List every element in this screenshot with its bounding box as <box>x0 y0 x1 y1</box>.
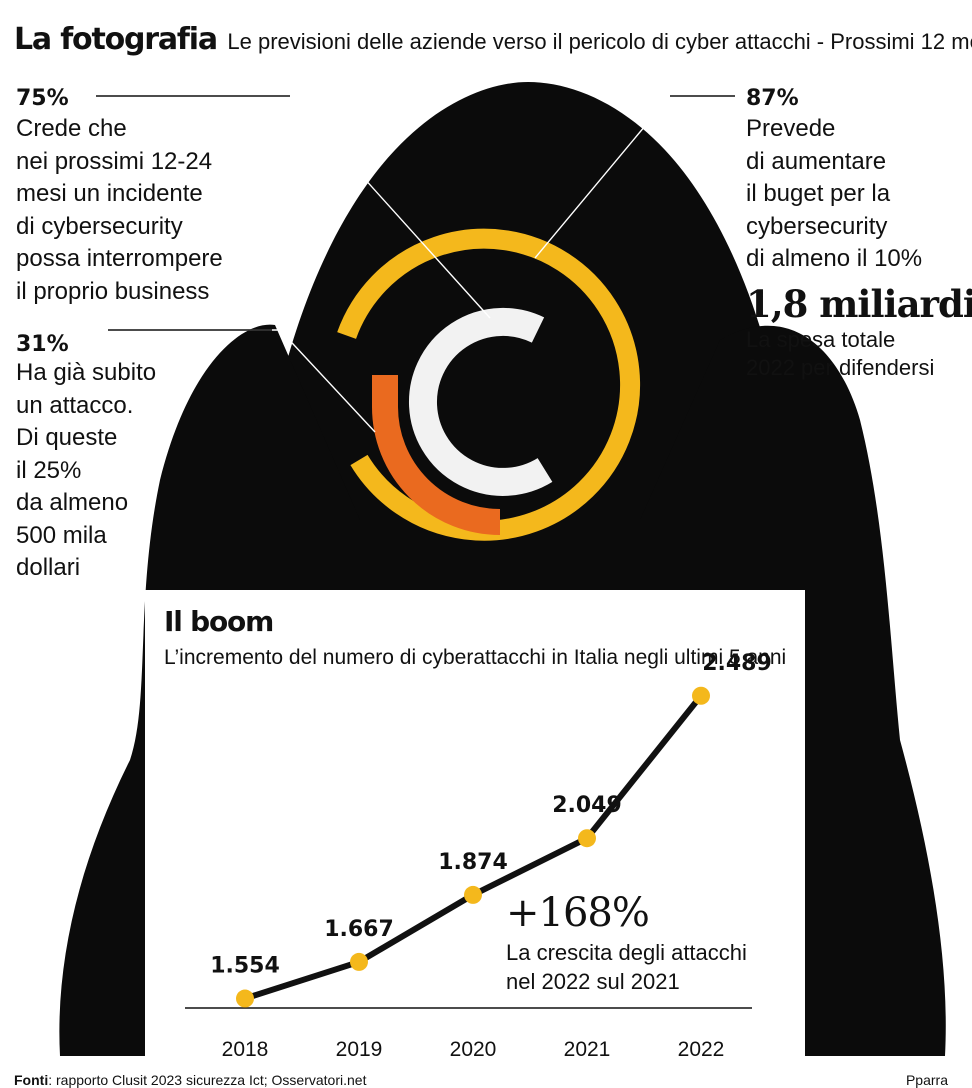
x-tick-label: 2018 <box>222 1038 269 1061</box>
stat-87-line: di almeno il 10% <box>746 245 923 272</box>
data-label: 1.554 <box>210 954 280 979</box>
data-label: 2.049 <box>552 793 622 818</box>
stat-75-line: il proprio business <box>16 277 210 305</box>
boom-subtitle: L’incremento del numero di cyberattacchi… <box>164 646 787 669</box>
source-text: : rapporto Clusit 2023 sicurezza Ict; Os… <box>48 1072 367 1088</box>
page-header: La fotografia Le previsioni delle aziend… <box>14 22 972 57</box>
stat-31-line: un attacco. <box>16 391 134 419</box>
ring-yellow-outer <box>337 228 641 541</box>
page-subtitle: Le previsioni delle aziende verso il per… <box>227 29 972 54</box>
stat-87-line: Prevede <box>746 115 836 142</box>
data-label: 2.489 <box>702 651 772 676</box>
laptop-screen <box>145 590 805 1060</box>
stat-31-line: 500 mila <box>16 521 107 549</box>
spend-line: La spesa totale <box>746 327 896 352</box>
stat-31-line: da almeno <box>16 489 129 516</box>
stat-75: 75% Crede che nei prossimi 12-24 mesi un… <box>16 86 223 308</box>
stat-31-line: dollari <box>16 554 81 581</box>
stat-75-line: mesi un incidente <box>16 180 203 207</box>
stat-31-line: Di queste <box>16 424 118 451</box>
x-tick-label: 2019 <box>336 1038 383 1061</box>
spend-text: La spesa totale 2022 per difendersi <box>746 326 972 382</box>
stat-31-value: 31% <box>16 332 69 357</box>
stat-75-value: 75% <box>16 86 69 111</box>
source-label: Fonti <box>14 1072 49 1088</box>
data-label: 1.874 <box>438 850 508 875</box>
cyber-logo <box>337 228 641 541</box>
stat-spend: 1,8 miliardi La spesa totale 2022 per di… <box>746 282 972 382</box>
ring-orange <box>372 375 501 535</box>
growth-line: nel 2022 sul 2021 <box>506 969 680 994</box>
stat-31-text: Ha già subito un attacco. Di queste il 2… <box>16 357 156 585</box>
stat-31-line: Ha già subito <box>16 359 157 386</box>
stat-87-line: cybersecurity <box>746 212 888 240</box>
x-tick-label: 2021 <box>564 1038 611 1061</box>
growth-line: La crescita degli attacchi <box>506 940 747 965</box>
leader-stubs <box>96 95 735 331</box>
footer-credit: Pparra <box>905 1072 948 1088</box>
x-tick-label: 2022 <box>678 1038 725 1061</box>
stat-87-line: il buget per la <box>746 180 891 207</box>
stat-87-value: 87% <box>746 86 799 111</box>
growth-text: La crescita degli attacchi nel 2022 sul … <box>506 938 747 996</box>
stat-75-line: di cybersecurity <box>16 212 183 240</box>
boom-title: Il boom <box>164 605 274 638</box>
spend-line: 2022 per difendersi <box>746 355 935 380</box>
stat-87-line: di aumentare <box>746 147 887 175</box>
data-point <box>692 686 710 705</box>
stat-31: 31% Ha già subito un attacco. Di queste … <box>16 332 156 585</box>
stat-75-line: Crede che <box>16 115 127 142</box>
ring-white <box>408 307 553 496</box>
data-point <box>578 829 596 848</box>
stat-87: 87% Prevede di aumentare il buget per la… <box>746 86 922 276</box>
data-point <box>350 952 368 971</box>
growth-value: +168% <box>506 890 650 936</box>
stat-31-line: il 25% <box>16 456 82 484</box>
data-point <box>236 989 254 1008</box>
stat-75-line: possa interrompere <box>16 245 223 272</box>
stat-75-text: Crede che nei prossimi 12-24 mesi un inc… <box>16 113 223 308</box>
page-title: La fotografia <box>14 22 218 57</box>
data-point <box>464 885 482 904</box>
stat-87-text: Prevede di aumentare il buget per la cyb… <box>746 113 922 276</box>
stat-75-line: nei prossimi 12-24 <box>16 147 213 175</box>
data-label: 1.667 <box>324 917 394 942</box>
spend-value: 1,8 miliardi <box>746 282 972 326</box>
footer-source: Fonti: rapporto Clusit 2023 sicurezza Ic… <box>14 1072 366 1088</box>
x-tick-label: 2020 <box>450 1038 497 1061</box>
